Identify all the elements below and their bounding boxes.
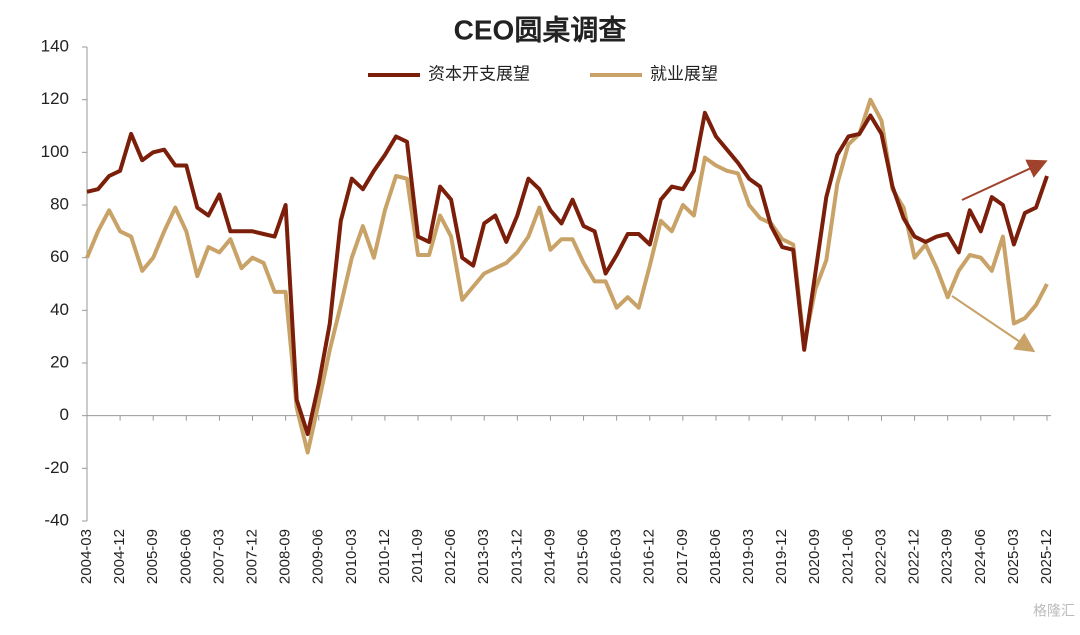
x-tick-label: 2015-06 [575,529,592,584]
y-tick-label: 120 [41,89,69,108]
x-tick-label: 2022-12 [906,529,923,584]
x-tick-label: 2005-09 [144,529,161,584]
x-tick-label: 2007-12 [243,529,260,584]
x-tick-label: 2022-03 [872,529,889,584]
x-tick-label: 2023-09 [939,529,956,584]
x-tick-label: 2016-03 [608,529,625,584]
series-line [85,97,1049,455]
chart-title: CEO圆桌调查 [454,14,627,45]
y-tick-label: 100 [41,142,69,161]
trend-arrow [951,295,1036,353]
x-tick-label: 2017-09 [674,529,691,584]
series-line [86,110,1049,437]
y-tick-label: 40 [50,300,69,319]
x-tick-label: 2004-12 [111,529,128,584]
legend-label: 资本开支展望 [428,64,530,83]
y-tick-label: 60 [50,247,69,266]
y-tick-label: 20 [50,352,69,371]
x-tick-label: 2007-03 [210,529,227,584]
x-tick-label: 2018-06 [707,529,724,584]
y-tick-label: 0 [60,405,69,424]
x-tick-label: 2013-03 [475,529,492,584]
x-tick-label: 2024-06 [972,529,989,584]
x-tick-label: 2012-06 [442,529,459,584]
x-tick-label: 2020-09 [806,529,823,584]
x-tick-label: 2008-09 [277,529,294,584]
x-tick-label: 2021-06 [839,529,856,584]
x-tick-label: 2006-06 [177,529,194,584]
x-tick-label: 2016-12 [641,529,658,584]
x-tick-label: 2011-09 [409,529,426,583]
watermark: 格隆汇 [1033,603,1075,619]
y-tick-label: 80 [50,194,69,213]
trend-arrow [961,159,1048,201]
x-tick-label: 2010-03 [343,529,360,584]
x-tick-label: 2019-12 [773,529,790,584]
x-tick-label: 2009-06 [310,529,327,584]
x-tick-label: 2025-12 [1038,529,1055,584]
x-tick-label: 2010-12 [376,529,393,584]
x-tick-label: 2004-03 [78,529,95,584]
y-tick-label: -20 [44,458,69,477]
x-tick-label: 2014-09 [541,529,558,584]
x-tick-label: 2013-12 [508,529,525,584]
x-tick-label: 2019-03 [740,529,757,584]
y-tick-label: -40 [44,510,69,529]
y-tick-label: 140 [41,36,69,55]
legend-label: 就业展望 [650,64,718,83]
x-tick-label: 2025-03 [1005,529,1022,584]
